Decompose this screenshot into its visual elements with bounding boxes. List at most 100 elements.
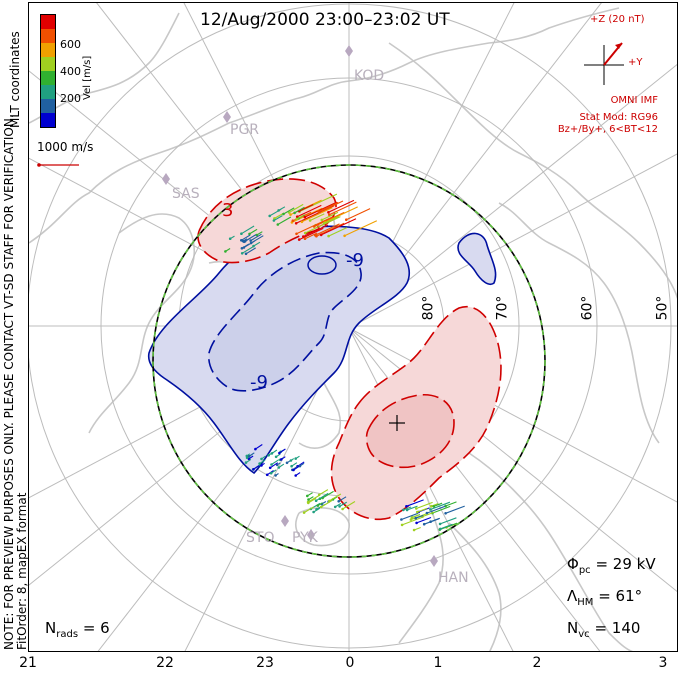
velocity-vector xyxy=(322,200,344,212)
velocity-vector xyxy=(243,234,257,243)
velocity-vector xyxy=(338,496,347,502)
velocity-vector xyxy=(297,461,305,467)
velocity-vector xyxy=(342,501,356,510)
velocity-vector-origin xyxy=(316,504,320,507)
velocity-vector-origin xyxy=(240,252,244,255)
velocity-vector-origin xyxy=(327,234,330,238)
velocity-vector-origin xyxy=(289,459,293,462)
velocity-vector xyxy=(445,501,457,507)
latitude-label-50: 50° xyxy=(654,295,671,321)
velocity-vector-origin xyxy=(439,527,442,531)
velocity-vector-origin xyxy=(255,233,259,237)
velocity-vector xyxy=(328,199,355,213)
map-title: 12/Aug/2000 23:00–23:02 UT xyxy=(200,10,450,30)
stat-phi-sub: pc xyxy=(578,565,591,576)
velocity-vector xyxy=(315,492,329,502)
coastline-iceland xyxy=(295,507,350,547)
velocity-vector-origin xyxy=(228,237,232,240)
velocity-vector-origin xyxy=(285,461,289,465)
velocity-vector xyxy=(346,208,371,221)
stat-phi-symbol: Φ xyxy=(567,555,579,573)
velocity-vector-origin xyxy=(317,210,320,213)
velocity-vector xyxy=(344,220,378,237)
velocity-vector xyxy=(303,224,329,237)
coordinate-label: MLT coordinates xyxy=(8,31,22,128)
station-marker-sas xyxy=(162,173,170,185)
imf-bz-label: +Z (20 nT) xyxy=(590,14,645,25)
velocity-vector xyxy=(401,516,423,526)
coastline-alaska xyxy=(29,12,180,124)
velocity-vector-origin xyxy=(432,505,436,508)
velocity-vector xyxy=(255,444,263,450)
velocity-vector xyxy=(303,506,315,514)
velocity-vector-origin xyxy=(294,474,298,477)
negative-cell-core xyxy=(307,255,337,275)
velocity-vector xyxy=(318,489,329,496)
station-marker-sto xyxy=(281,515,289,527)
hm-boundary-dash xyxy=(152,164,546,558)
negative-cell-small-patch xyxy=(457,232,497,286)
velocity-vector-origin xyxy=(245,454,249,458)
stat-nrads-sub: rads xyxy=(56,629,79,640)
velocity-vector-origin xyxy=(260,457,263,461)
fit-order-note: FitOrder: 8, mapEX format xyxy=(15,492,29,650)
velocity-colorbar-segment xyxy=(41,57,55,71)
velocity-vector-origin xyxy=(274,455,278,459)
velocity-vector-origin xyxy=(282,212,285,216)
velocity-vector-origin xyxy=(320,218,324,222)
stat-phi-value: = 29 kV xyxy=(595,555,656,573)
velocity-vector-origin xyxy=(327,211,330,214)
velocity-vector-origin xyxy=(252,468,255,471)
stat-nrads-value: = 6 xyxy=(82,619,110,637)
velocity-vector-origin xyxy=(333,505,337,509)
velocity-tick-200: 200 xyxy=(60,92,81,105)
station-marker-pyk xyxy=(307,529,315,541)
velocity-vector xyxy=(313,211,345,227)
velocity-vector xyxy=(301,207,333,223)
velocity-vector-origin xyxy=(294,457,298,460)
velocity-vector-origin xyxy=(303,237,307,240)
negative-convection-cell xyxy=(147,225,497,475)
velocity-vector-origin xyxy=(254,447,257,451)
preview-note: NOTE: FOR PREVIEW PURPOSES ONLY. PLEASE … xyxy=(2,114,29,650)
velocity-vector-origin xyxy=(306,500,310,504)
map-plot-area xyxy=(28,2,678,652)
velocity-vector xyxy=(320,218,357,236)
velocity-vector-origin xyxy=(303,215,307,219)
velocity-colorbar xyxy=(40,14,56,128)
velocity-vector xyxy=(406,499,424,507)
velocity-vector-origin xyxy=(240,247,244,250)
station-label-pyk: PYK xyxy=(292,530,318,546)
imf-source: OMNI IMF xyxy=(610,95,658,106)
station-label-sto: STO xyxy=(246,530,275,546)
velocity-vector xyxy=(403,506,412,511)
velocity-vector xyxy=(415,514,424,519)
velocity-vector-origin xyxy=(248,232,251,236)
velocity-vector-origin xyxy=(242,246,246,249)
stat-lambda-value: = 61° xyxy=(598,587,643,605)
velocity-vector xyxy=(432,505,451,514)
velocity-vector xyxy=(315,223,340,236)
velocity-vector-origin xyxy=(429,508,432,511)
velocity-vector-origin xyxy=(416,510,419,514)
velocity-vector xyxy=(273,215,283,221)
velocity-vector xyxy=(309,213,325,221)
velocity-vector xyxy=(416,516,432,524)
velocity-vector-origin xyxy=(293,211,296,215)
velocity-vector xyxy=(307,495,320,503)
velocity-vector-origin xyxy=(414,516,418,520)
velocity-vector xyxy=(296,204,322,218)
velocity-vector-origin xyxy=(312,510,315,514)
velocity-tick-600: 600 xyxy=(60,38,81,51)
stat-nvc-symbol: N xyxy=(567,619,579,637)
velocity-vector-origin xyxy=(265,473,269,477)
velocity-vector xyxy=(411,514,420,519)
velocity-vector xyxy=(294,206,305,214)
velocity-vector-origin xyxy=(274,474,277,477)
velocity-vector-origin xyxy=(295,232,298,236)
scale-vector-label: 1000 m/s xyxy=(37,140,94,154)
velocity-vector xyxy=(328,227,348,237)
latitude-label-60: 60° xyxy=(579,295,596,321)
coastline-hudson-bay xyxy=(88,213,195,434)
velocity-vector-origin xyxy=(328,213,331,216)
